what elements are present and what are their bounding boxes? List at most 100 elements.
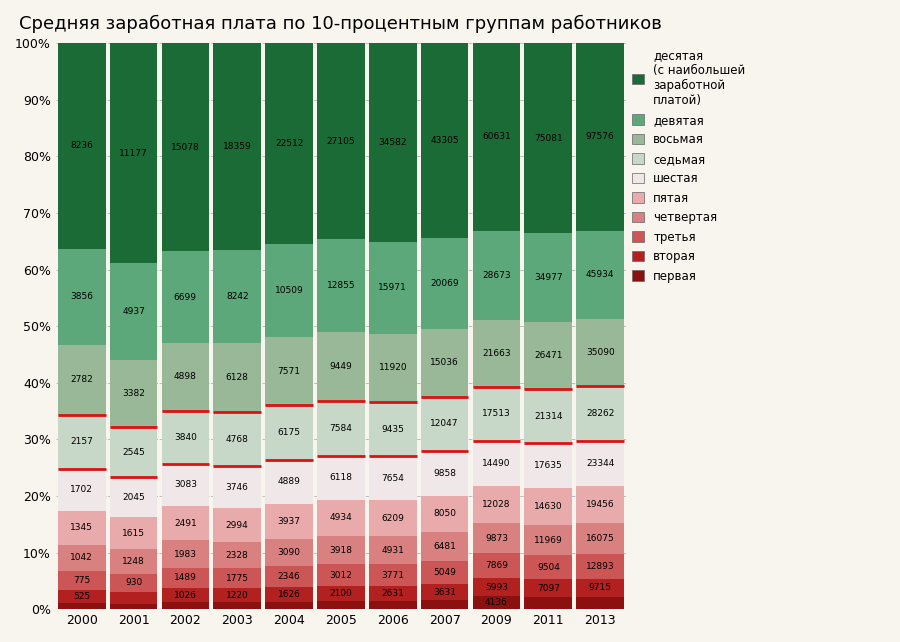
Bar: [58, 415, 105, 469]
Bar: [161, 251, 209, 343]
Text: 21314: 21314: [534, 412, 562, 421]
Bar: [213, 43, 261, 250]
Text: 1042: 1042: [70, 553, 93, 562]
Bar: [317, 602, 364, 609]
Bar: [161, 464, 209, 506]
Bar: [369, 536, 417, 564]
Bar: [472, 578, 520, 596]
Bar: [266, 405, 313, 460]
Text: 3012: 3012: [329, 571, 353, 580]
Bar: [472, 43, 520, 230]
Bar: [213, 466, 261, 508]
Text: 4889: 4889: [277, 477, 301, 486]
Bar: [58, 249, 105, 345]
Bar: [576, 319, 624, 386]
Bar: [525, 597, 572, 609]
Bar: [266, 602, 313, 609]
Bar: [576, 578, 624, 597]
Text: 1489: 1489: [174, 573, 197, 582]
Text: 9858: 9858: [433, 469, 456, 478]
Text: 9504: 9504: [537, 563, 560, 572]
Bar: [576, 386, 624, 440]
Bar: [525, 389, 572, 443]
Text: 6481: 6481: [433, 542, 456, 551]
Bar: [266, 539, 313, 566]
Text: 15078: 15078: [171, 143, 200, 152]
Bar: [317, 536, 364, 564]
Text: 75081: 75081: [534, 134, 562, 143]
Text: 7869: 7869: [485, 561, 508, 570]
Text: 9873: 9873: [485, 534, 508, 542]
Bar: [576, 554, 624, 578]
Bar: [213, 508, 261, 542]
Text: 1775: 1775: [226, 574, 248, 583]
Bar: [576, 485, 624, 523]
Bar: [369, 564, 417, 586]
Text: 2545: 2545: [122, 447, 145, 456]
Bar: [576, 523, 624, 554]
Text: 4931: 4931: [382, 546, 404, 555]
Bar: [525, 488, 572, 525]
Bar: [472, 441, 520, 485]
Text: 930: 930: [125, 578, 142, 587]
Text: 60631: 60631: [482, 132, 511, 141]
Text: 6118: 6118: [329, 474, 353, 483]
Text: 20069: 20069: [430, 279, 459, 288]
Bar: [58, 345, 105, 415]
Bar: [472, 386, 520, 441]
Text: 34977: 34977: [534, 273, 562, 282]
Bar: [421, 451, 469, 496]
Bar: [110, 574, 158, 592]
Text: 27105: 27105: [327, 137, 356, 146]
Bar: [576, 597, 624, 609]
Bar: [161, 343, 209, 411]
Text: 4934: 4934: [329, 514, 352, 523]
Bar: [472, 230, 520, 320]
Bar: [266, 566, 313, 587]
Bar: [161, 43, 209, 251]
Text: 17513: 17513: [482, 409, 511, 418]
Text: 3937: 3937: [277, 517, 301, 526]
Bar: [266, 587, 313, 602]
Text: 12028: 12028: [482, 499, 510, 508]
Bar: [525, 555, 572, 579]
Text: 18359: 18359: [223, 142, 252, 152]
Bar: [58, 603, 105, 609]
Text: 4898: 4898: [174, 372, 197, 381]
Bar: [472, 596, 520, 609]
Text: 1345: 1345: [70, 523, 93, 532]
Text: 43305: 43305: [430, 136, 459, 145]
Bar: [110, 43, 158, 263]
Bar: [369, 456, 417, 501]
Bar: [317, 43, 364, 239]
Bar: [317, 586, 364, 602]
Bar: [525, 579, 572, 597]
Text: 12893: 12893: [586, 562, 615, 571]
Text: 3382: 3382: [122, 389, 145, 398]
Text: 8242: 8242: [226, 292, 248, 301]
Text: 3840: 3840: [174, 433, 197, 442]
Text: 4768: 4768: [226, 435, 248, 444]
Text: 3918: 3918: [329, 546, 353, 555]
Title: Средняя заработная плата по 10-процентным группам работников: Средняя заработная плата по 10-процентны…: [20, 15, 662, 33]
Text: 3083: 3083: [174, 480, 197, 489]
Text: 35090: 35090: [586, 348, 615, 357]
Bar: [213, 542, 261, 568]
Bar: [213, 412, 261, 466]
Text: 15971: 15971: [378, 283, 407, 292]
Bar: [213, 602, 261, 609]
Bar: [369, 334, 417, 403]
Bar: [576, 230, 624, 319]
Bar: [110, 477, 158, 517]
Text: 22512: 22512: [274, 139, 303, 148]
Bar: [421, 584, 469, 600]
Text: 11920: 11920: [379, 363, 407, 372]
Bar: [369, 403, 417, 456]
Bar: [421, 397, 469, 451]
Text: 2631: 2631: [382, 589, 404, 598]
Bar: [110, 603, 158, 609]
Bar: [110, 360, 158, 427]
Bar: [58, 469, 105, 511]
Bar: [472, 523, 520, 553]
Bar: [525, 322, 572, 389]
